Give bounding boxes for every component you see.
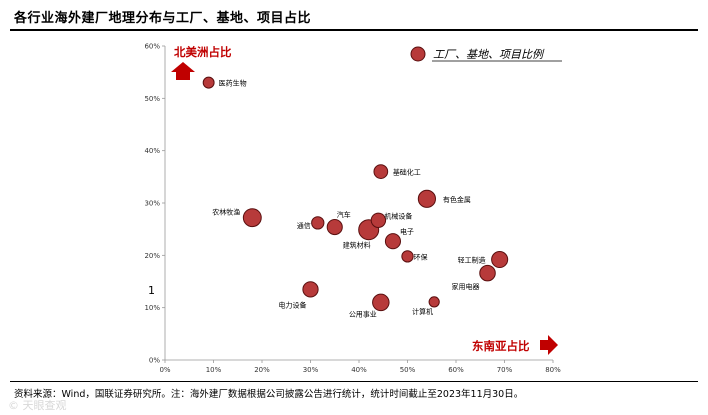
up-arrow-icon xyxy=(171,62,195,80)
point-label: 电子 xyxy=(400,227,414,236)
point-label: 医药生物 xyxy=(219,79,247,88)
point-label: 有色金属 xyxy=(443,195,471,204)
top-rule xyxy=(10,29,698,31)
bubble-point xyxy=(491,250,509,269)
x-tick-label: 80% xyxy=(545,366,561,374)
x-tick-label: 60% xyxy=(448,366,464,374)
bubble-point xyxy=(302,281,319,298)
x-axis-label: 东南亚占比 xyxy=(472,339,530,353)
y-tick-label: 10% xyxy=(144,304,160,312)
bottom-rule xyxy=(10,381,698,382)
page-title: 各行业海外建厂地理分布与工厂、基地、项目占比 xyxy=(14,11,312,26)
legend: 工厂、基地、项目比例 xyxy=(410,46,562,62)
point-label: 计算机 xyxy=(412,307,433,316)
bubble-point xyxy=(311,216,325,230)
bubble-point xyxy=(401,250,414,263)
bubble-point xyxy=(370,212,387,228)
y-tick-label: 20% xyxy=(144,252,160,260)
x-tick-label: 40% xyxy=(351,366,367,374)
bubble-point xyxy=(326,219,343,236)
point-label: 公用事业 xyxy=(349,309,377,318)
point-label: 家用电器 xyxy=(452,282,480,291)
point-label: 农林牧渔 xyxy=(212,208,240,217)
y-tick-label: 40% xyxy=(144,147,160,155)
point-label: 环保 xyxy=(414,252,428,261)
bubble-point xyxy=(428,296,440,308)
point-label: 机械设备 xyxy=(384,211,412,220)
point-label: 轻工制造 xyxy=(458,256,486,265)
source-note: 资料来源：Wind，国联证券研究所。注：海外建厂数据根据公司披露公告进行统计，统… xyxy=(14,389,524,400)
x-tick-label: 20% xyxy=(254,366,270,374)
bubble-point xyxy=(373,164,389,179)
point-label: 通信 xyxy=(297,221,311,230)
bubble-series xyxy=(202,76,509,312)
bubble-point xyxy=(479,264,496,282)
bubble-point xyxy=(384,233,402,250)
bubble-point xyxy=(242,208,262,228)
chart-axes: 0% 10% 20% 30% 40% 50% 60% 70% 80% 0% 10% 20% 30% 40%… xyxy=(144,43,561,375)
y-axis-label: 北美洲占比 xyxy=(174,45,232,59)
y-tick-label: 50% xyxy=(144,95,160,103)
north-america-indicator: 北美洲占比 xyxy=(171,45,232,80)
x-tick-label: 10% xyxy=(206,366,222,374)
point-label: 基础化工 xyxy=(393,168,421,177)
x-tick-label: 50% xyxy=(400,366,416,374)
point-label: 电力设备 xyxy=(279,300,307,309)
side-mark: 1 xyxy=(148,284,155,297)
point-label: 建筑材料 xyxy=(343,241,371,250)
southeast-asia-indicator: 东南亚占比 xyxy=(472,335,558,355)
x-tick-label: 70% xyxy=(497,366,513,374)
right-arrow-icon xyxy=(540,335,558,355)
bubble-point xyxy=(372,293,390,312)
point-label: 汽车 xyxy=(337,210,351,219)
bubble-point xyxy=(202,76,215,89)
bubble-point xyxy=(417,189,436,208)
x-tick-label: 30% xyxy=(303,366,319,374)
y-tick-label: 30% xyxy=(144,200,160,208)
legend-bubble xyxy=(410,46,426,62)
watermark: © 天眼查观 xyxy=(8,399,67,412)
legend-label: 工厂、基地、项目比例 xyxy=(433,48,545,61)
x-tick-label: 0% xyxy=(159,366,170,374)
y-tick-label: 60% xyxy=(144,43,160,51)
y-tick-label: 0% xyxy=(149,357,160,365)
